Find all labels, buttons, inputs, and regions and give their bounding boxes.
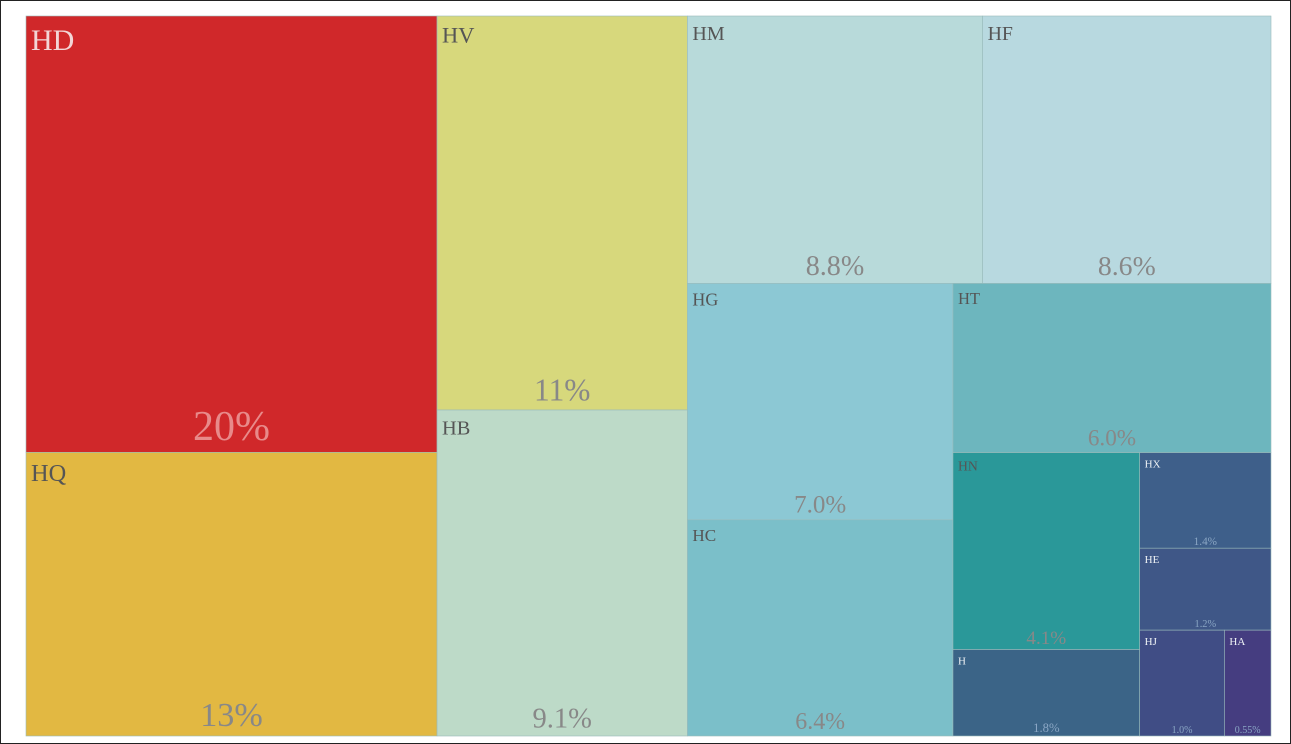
value-label: 0.55% <box>1235 725 1261 736</box>
tile-label: HQ <box>31 460 67 487</box>
value-label: 13% <box>200 697 263 734</box>
tile <box>687 519 954 737</box>
value-label: 1.2% <box>1195 619 1217 630</box>
tile-label: HC <box>692 526 716 545</box>
value-label: 8.6% <box>1098 251 1156 282</box>
value-label: 6.0% <box>1088 426 1136 452</box>
tile-label: HG <box>692 289 718 309</box>
value-label: 6.4% <box>795 709 845 735</box>
tile-label: HD <box>31 24 74 57</box>
tile <box>436 15 688 411</box>
value-label: 1.8% <box>1033 721 1060 735</box>
tile <box>1139 629 1225 737</box>
tile <box>687 15 983 284</box>
value-label: 9.1% <box>533 703 592 734</box>
tile <box>436 409 688 737</box>
tile <box>982 15 1272 284</box>
tile-label: HX <box>1145 459 1161 471</box>
tile-label: H <box>958 656 966 668</box>
value-label: 7.0% <box>794 491 846 518</box>
value-label: 1.4% <box>1194 536 1217 548</box>
tile-label: HJ <box>1145 636 1158 648</box>
value-label: 8.8% <box>806 251 865 282</box>
tile-label: HA <box>1229 636 1245 648</box>
tile <box>952 452 1140 650</box>
tile <box>952 283 1272 453</box>
tile-label: HF <box>988 23 1013 45</box>
value-label: 11% <box>534 373 590 408</box>
value-label: 4.1% <box>1026 628 1066 649</box>
tile <box>687 283 954 521</box>
tile-label: HV <box>442 22 474 47</box>
tile-label: HE <box>1145 554 1160 566</box>
tile-label: HM <box>692 23 724 45</box>
value-label: 1.0% <box>1172 725 1193 736</box>
tile <box>25 15 438 453</box>
tile <box>952 649 1140 737</box>
tile-label: HT <box>958 289 980 308</box>
tile <box>1139 452 1272 549</box>
tile <box>1224 629 1272 737</box>
tile-label: HB <box>442 417 470 439</box>
tile <box>25 452 438 737</box>
value-label: 20% <box>193 404 270 450</box>
tile <box>1139 547 1272 631</box>
tile-label: HN <box>958 458 978 473</box>
